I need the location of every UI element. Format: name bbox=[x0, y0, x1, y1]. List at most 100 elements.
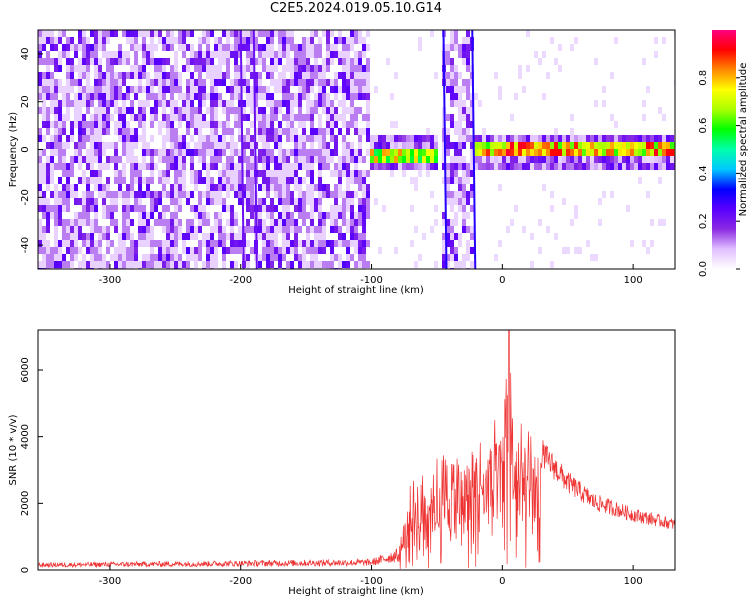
spectrogram-cell bbox=[106, 100, 110, 107]
spectrogram-cell bbox=[346, 170, 350, 177]
spectrogram-cell bbox=[330, 51, 334, 58]
spectrogram-cell bbox=[286, 44, 290, 51]
spectrogram-cell bbox=[626, 163, 630, 170]
spectrogram-cell bbox=[310, 114, 314, 121]
spectrogram-cell bbox=[146, 79, 150, 86]
spectrogram-cell bbox=[346, 93, 350, 100]
spectrogram-cell bbox=[82, 114, 86, 121]
spectrogram-cell bbox=[214, 128, 218, 135]
spectrogram-cell bbox=[70, 247, 74, 254]
spectrogram-cell bbox=[262, 86, 266, 93]
spectrogram-cell bbox=[182, 156, 186, 163]
spectrogram-cell bbox=[286, 198, 290, 205]
spectrogram-cell bbox=[154, 261, 158, 268]
spectrogram-cell bbox=[58, 177, 62, 184]
spectrogram-cell bbox=[298, 142, 302, 149]
spectrogram-cell bbox=[66, 51, 70, 58]
spectrogram-cell bbox=[194, 128, 198, 135]
spectrogram-cell bbox=[342, 44, 346, 51]
spectrogram-cell bbox=[558, 156, 562, 163]
spectrogram-cell bbox=[170, 163, 174, 170]
spectrogram-cell bbox=[130, 163, 134, 170]
spectrogram-cell bbox=[162, 219, 166, 226]
spectrogram-cell bbox=[578, 163, 582, 170]
spectrogram-cell bbox=[174, 86, 178, 93]
spectrogram-cell bbox=[246, 100, 250, 107]
spectrogram-cell bbox=[346, 247, 350, 254]
spectrogram-cell bbox=[234, 191, 238, 198]
spectrogram-cell bbox=[178, 107, 182, 114]
spectrogram-cell bbox=[170, 191, 174, 198]
spectrogram-cell bbox=[398, 142, 402, 149]
spectrogram-cell bbox=[486, 149, 490, 156]
spectrogram-cell bbox=[370, 149, 374, 156]
spectrogram-cell bbox=[86, 198, 90, 205]
spectrogram-cell bbox=[206, 191, 210, 198]
spectrogram-cell bbox=[294, 142, 298, 149]
spectrogram-cell bbox=[86, 177, 90, 184]
spectrogram-cell bbox=[542, 163, 546, 170]
spectrogram-cell bbox=[478, 142, 482, 149]
spectrogram-cell bbox=[358, 184, 362, 191]
spectrogram-cell bbox=[150, 205, 154, 212]
spectrogram-cell bbox=[170, 142, 174, 149]
spectrogram-cell bbox=[622, 142, 626, 149]
spectrogram-cell bbox=[118, 184, 122, 191]
spectrogram-cell bbox=[210, 51, 214, 58]
spectrogram-cell bbox=[334, 86, 338, 93]
spectrogram-cell bbox=[286, 121, 290, 128]
spectrogram-cell bbox=[286, 261, 290, 268]
spectrogram-cell bbox=[198, 58, 202, 65]
spectrogram-cell bbox=[214, 142, 218, 149]
spectrogram-cell bbox=[386, 163, 390, 170]
spectrogram-cell bbox=[158, 191, 162, 198]
spectrogram-cell bbox=[274, 233, 278, 240]
spectrogram-cell bbox=[650, 219, 654, 226]
spectrogram-cell bbox=[662, 163, 666, 170]
spectrogram-cell bbox=[126, 233, 130, 240]
spectrogram-cell bbox=[178, 135, 182, 142]
spectrogram-cell bbox=[102, 128, 106, 135]
spectrogram-cell bbox=[454, 233, 458, 240]
spectrogram-cell bbox=[414, 163, 418, 170]
spectrogram-cell bbox=[226, 107, 230, 114]
spectrogram-cell bbox=[298, 212, 302, 219]
spectrogram-cell bbox=[130, 156, 134, 163]
spectrogram-cell bbox=[658, 163, 662, 170]
spectrogram-cell bbox=[270, 44, 274, 51]
spectrogram-cell bbox=[198, 142, 202, 149]
spectrogram-cell bbox=[462, 163, 466, 170]
spectrogram-cell bbox=[310, 37, 314, 44]
spectrogram-cell bbox=[242, 65, 246, 72]
spectrogram-cell bbox=[306, 233, 310, 240]
spectrogram-cell bbox=[522, 86, 526, 93]
spectrogram-cell bbox=[178, 170, 182, 177]
spectrogram-cell bbox=[294, 149, 298, 156]
spectrogram-cell bbox=[162, 205, 166, 212]
spectrogram-cell bbox=[186, 86, 190, 93]
spectrogram-cell bbox=[506, 156, 510, 163]
spectrogram-cell bbox=[550, 163, 554, 170]
spectrogram-cell bbox=[286, 135, 290, 142]
spectrogram-cell bbox=[302, 44, 306, 51]
spectrogram-cell bbox=[74, 114, 78, 121]
spectrogram-cell bbox=[338, 156, 342, 163]
spectrogram-cell bbox=[354, 121, 358, 128]
spectrogram-cell bbox=[330, 86, 334, 93]
spectrogram-cell bbox=[198, 44, 202, 51]
spectrogram-cell bbox=[270, 100, 274, 107]
spectrogram-cell bbox=[194, 205, 198, 212]
spectrogram-cell bbox=[50, 205, 54, 212]
spectrogram-cell bbox=[266, 149, 270, 156]
spectrogram-cell bbox=[134, 114, 138, 121]
spectrogram-cell bbox=[342, 156, 346, 163]
spectrogram-cell bbox=[334, 79, 338, 86]
spectrogram-cell bbox=[78, 212, 82, 219]
spectrogram-cell bbox=[258, 51, 262, 58]
spectrogram-cell bbox=[186, 142, 190, 149]
spectrogram-cell bbox=[202, 191, 206, 198]
spectrogram-cell bbox=[314, 72, 318, 79]
spectrogram-cell bbox=[234, 219, 238, 226]
spectrogram-cell bbox=[42, 100, 46, 107]
spectrogram-cell bbox=[546, 142, 550, 149]
